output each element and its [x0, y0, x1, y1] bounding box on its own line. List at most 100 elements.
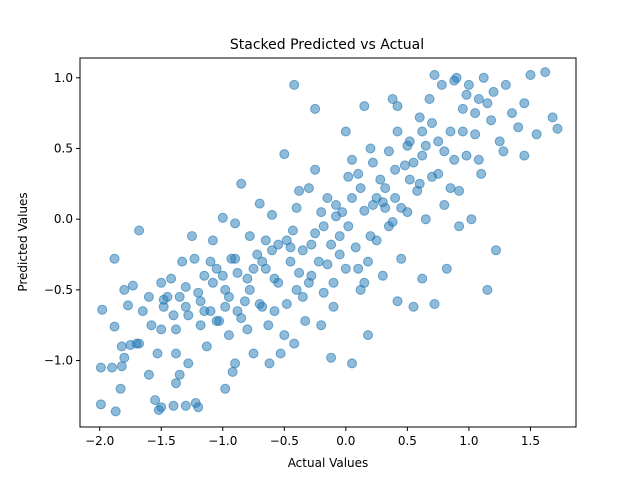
data-point: [429, 70, 440, 80]
data-point: [236, 178, 247, 189]
x-tick-label: −2.0: [85, 434, 114, 448]
data-point: [273, 277, 284, 288]
data-point: [285, 256, 296, 267]
data-point: [150, 395, 161, 406]
data-point: [174, 369, 185, 380]
data-point: [363, 256, 373, 267]
data-point: [449, 154, 460, 165]
data-point: [180, 400, 191, 411]
data-point: [260, 235, 271, 246]
data-point: [303, 277, 314, 288]
data-point: [291, 202, 302, 213]
data-point: [436, 79, 447, 90]
data-point: [417, 126, 428, 137]
data-point: [519, 150, 530, 161]
data-point: [115, 383, 126, 394]
x-tick-label: −1.5: [147, 434, 176, 448]
points-layer: [95, 67, 563, 417]
data-point: [334, 231, 345, 242]
data-point: [375, 174, 386, 185]
data-point: [205, 256, 216, 267]
data-point: [371, 193, 382, 203]
data-point: [343, 221, 354, 232]
data-point: [264, 358, 275, 369]
data-point: [248, 263, 259, 274]
x-tick-label: 1.5: [521, 434, 540, 448]
data-point: [267, 209, 277, 220]
data-point: [143, 369, 154, 380]
data-point: [162, 291, 173, 302]
data-point: [316, 207, 327, 218]
data-point: [473, 154, 484, 165]
data-point: [171, 348, 181, 359]
data-point: [313, 256, 324, 267]
data-point: [454, 185, 465, 196]
data-point: [316, 320, 327, 331]
data-point: [519, 98, 530, 109]
data-point: [95, 362, 106, 373]
data-point: [392, 296, 403, 307]
data-point: [463, 79, 474, 90]
data-point: [353, 168, 364, 179]
data-point: [189, 253, 200, 264]
plot-frame: [79, 57, 577, 428]
data-point: [466, 214, 477, 225]
data-point: [392, 101, 403, 112]
data-point: [347, 154, 357, 165]
data-point: [190, 398, 201, 408]
data-point: [146, 320, 157, 331]
data-point: [199, 306, 210, 317]
data-point: [166, 273, 177, 284]
data-point: [429, 299, 440, 309]
data-point: [244, 284, 255, 295]
data-point: [137, 306, 148, 317]
data-point: [207, 277, 218, 288]
data-point: [116, 341, 127, 352]
data-point: [119, 284, 130, 295]
data-point: [180, 282, 191, 292]
data-point: [217, 212, 228, 223]
data-point: [347, 358, 357, 369]
data-point: [380, 183, 391, 194]
data-point: [318, 287, 329, 298]
data-point: [119, 352, 130, 363]
data-point: [95, 399, 106, 410]
y-tick-label: 1.0: [54, 71, 73, 85]
data-point: [414, 112, 425, 123]
data-point: [350, 242, 361, 253]
x-tick-label: 0.5: [398, 434, 417, 448]
y-tick-label: −1.0: [44, 354, 73, 368]
data-point: [201, 341, 212, 352]
data-point: [180, 301, 191, 312]
data-point: [254, 198, 265, 209]
data-point: [134, 338, 145, 349]
data-point: [294, 185, 305, 196]
data-point: [540, 67, 551, 78]
data-point: [449, 75, 460, 86]
data-point: [367, 157, 378, 168]
data-point: [306, 239, 317, 250]
data-point: [365, 143, 376, 154]
data-point: [227, 366, 238, 377]
data-point: [531, 129, 542, 140]
data-point: [408, 157, 419, 168]
data-point: [353, 263, 364, 274]
data-point: [507, 108, 517, 119]
data-point: [248, 348, 259, 359]
chart-title: Stacked Predicted vs Actual: [230, 37, 424, 53]
data-point: [269, 306, 280, 317]
data-point: [244, 231, 255, 242]
x-tick-label: −0.5: [270, 434, 299, 448]
data-point: [461, 150, 472, 161]
data-point: [97, 304, 108, 315]
data-point: [310, 228, 321, 239]
data-point: [470, 129, 481, 140]
data-point: [297, 291, 308, 302]
data-point: [334, 249, 345, 260]
x-tick-label: 1.0: [459, 434, 478, 448]
data-point: [127, 280, 138, 291]
y-tick-label: 0.5: [54, 141, 73, 155]
data-point: [359, 205, 370, 216]
data-point: [303, 183, 314, 194]
data-point: [107, 362, 117, 373]
